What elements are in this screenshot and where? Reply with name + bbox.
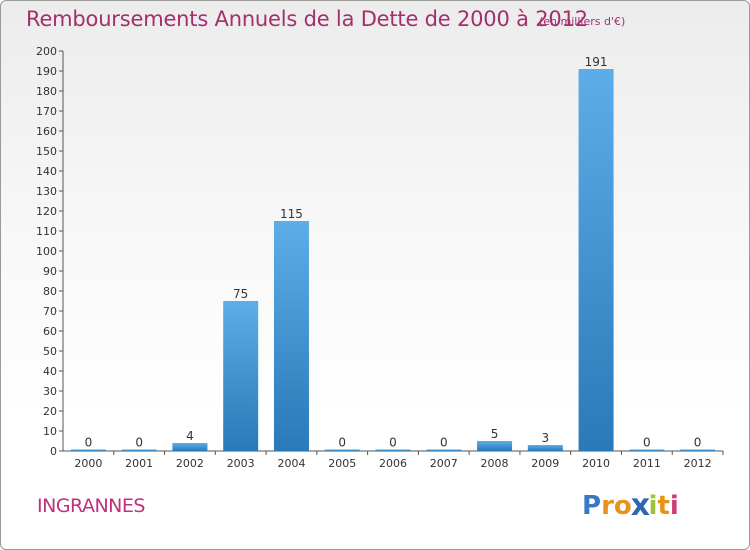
logo-letter: o: [613, 491, 632, 521]
chart-title: Remboursements Annuels de la Dette de 20…: [26, 7, 588, 31]
x-tick-label: 2012: [684, 457, 712, 470]
data-label: 0: [135, 436, 143, 450]
y-tick-label: 110: [36, 225, 57, 238]
x-tick-label: 2005: [328, 457, 356, 470]
logo-letter: x: [630, 488, 650, 524]
y-tick-label: 20: [43, 405, 57, 418]
x-tick-label: 2003: [227, 457, 255, 470]
x-tick-label: 2006: [379, 457, 407, 470]
bar-2002: [172, 443, 208, 451]
data-label: 5: [491, 427, 499, 441]
logo-letter: r: [601, 491, 614, 521]
data-label: 3: [541, 431, 549, 445]
data-label: 0: [85, 436, 93, 450]
logo-letter: t: [657, 491, 670, 521]
y-tick-label: 60: [43, 325, 57, 338]
logo-letter: P: [582, 491, 602, 521]
y-tick-label: 40: [43, 365, 57, 378]
bar-2012: [680, 449, 716, 451]
y-tick-label: 70: [43, 305, 57, 318]
data-label: 4: [186, 429, 194, 443]
x-tick-label: 2007: [430, 457, 458, 470]
bar-2007: [426, 449, 462, 451]
data-label: 75: [233, 287, 248, 301]
y-tick-label: 50: [43, 345, 57, 358]
x-tick-label: 2008: [481, 457, 509, 470]
bars-group: 0 0 4 75 115 0 0 0 5 3 191 0 0: [70, 55, 716, 451]
x-axis: 2000 2001 2002 2003 2004 2005 2006 2007 2008 2009…: [63, 450, 724, 470]
bar-2011: [629, 449, 665, 451]
bar-2000: [70, 449, 106, 451]
data-label: 191: [585, 55, 608, 69]
x-tick-label: 2002: [176, 457, 204, 470]
proxiti-logo[interactable]: Proxiti: [582, 488, 679, 524]
data-label: 0: [440, 436, 448, 450]
data-label: 0: [643, 436, 651, 450]
y-tick-label: 80: [43, 285, 57, 298]
x-tick-label: 2000: [74, 457, 102, 470]
x-tick-label: 2011: [633, 457, 661, 470]
y-tick-label: 190: [36, 65, 57, 78]
y-tick-label: 150: [36, 145, 57, 158]
data-label: 0: [694, 436, 702, 450]
bar-2008: [477, 441, 513, 451]
data-label: 0: [389, 436, 397, 450]
bar-2006: [375, 449, 411, 451]
y-tick-label: 0: [50, 445, 57, 458]
y-tick-label: 170: [36, 105, 57, 118]
y-tick-label: 160: [36, 125, 57, 138]
data-label: 115: [280, 207, 303, 221]
y-tick-label: 120: [36, 205, 57, 218]
y-tick-label: 130: [36, 185, 57, 198]
x-tick-label: 2004: [277, 457, 305, 470]
bar-2009: [527, 445, 563, 451]
y-tick-label: 200: [36, 45, 57, 58]
commune-name: INGRANNES: [37, 495, 145, 517]
bar-2001: [121, 449, 157, 451]
chart-subtitle: (en milliers d'€): [539, 15, 626, 28]
x-tick-label: 2009: [531, 457, 559, 470]
data-label: 0: [338, 436, 346, 450]
logo-letter: i: [648, 491, 658, 521]
logo-letter: i: [669, 491, 679, 521]
y-axis: 0 10 20 30 40 50 60 70 80 90 100 110 120 130 140 150 160…: [36, 45, 64, 458]
y-tick-label: 140: [36, 165, 57, 178]
x-tick-label: 2001: [125, 457, 153, 470]
y-tick-label: 180: [36, 85, 57, 98]
bar-2004: [273, 221, 309, 451]
y-tick-label: 30: [43, 385, 57, 398]
y-tick-label: 90: [43, 265, 57, 278]
bar-2005: [324, 449, 360, 451]
bar-2003: [223, 301, 259, 451]
y-tick-label: 10: [43, 425, 57, 438]
x-tick-label: 2010: [582, 457, 610, 470]
y-tick-label: 100: [36, 245, 57, 258]
bar-2010: [578, 69, 614, 451]
